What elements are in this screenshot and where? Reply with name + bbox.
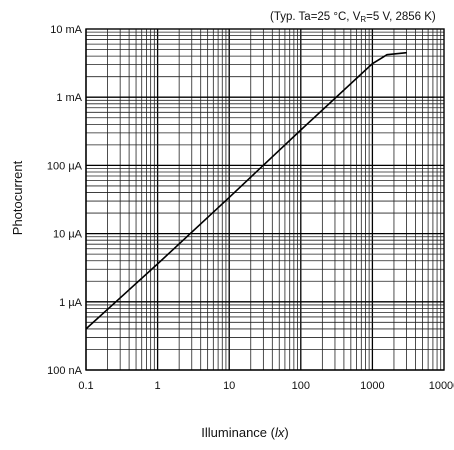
x-axis-label-unit: lx (275, 425, 285, 440)
x-tick-label: 1000 (360, 380, 384, 392)
x-tick-label: 10 (223, 380, 235, 392)
conditions-tail: =5 V, 2856 K) (366, 11, 436, 23)
x-axis-label: Illuminance (lx) (201, 425, 288, 440)
y-tick-label: 1 mA (56, 92, 82, 104)
series-curve (85, 51, 407, 330)
x-tick-label: 100 (292, 380, 310, 392)
plot-frame (85, 28, 445, 371)
grid (85, 29, 444, 371)
x-tick-label: 0.1 (78, 380, 93, 392)
y-tick-labels: 100 nA 1 µA 10 µA 100 µA 1 mA 10 mA (47, 24, 83, 377)
conditions-subscript: R (360, 15, 366, 24)
y-tick-label: 10 µA (53, 229, 83, 241)
x-tick-label: 1 (155, 380, 161, 392)
series-line-0 (85, 51, 407, 330)
y-axis-label: Photocurrent (10, 160, 25, 235)
y-tick-label: 100 µA (47, 160, 83, 172)
conditions-text: (Typ. Ta=25 °C, V (270, 11, 361, 23)
x-tick-label: 10000 (429, 380, 454, 392)
conditions-note: (Typ. Ta=25 °C, VR=5 V, 2856 K) (270, 11, 436, 24)
x-axis-label-close: ) (284, 425, 288, 440)
x-axis-label-text: Illuminance ( (201, 425, 275, 440)
y-tick-label: 1 µA (59, 297, 83, 309)
x-tick-labels: 0.1 1 10 100 1000 10000 (78, 380, 454, 392)
y-tick-label: 10 mA (50, 24, 82, 36)
y-tick-label: 100 nA (47, 365, 83, 377)
